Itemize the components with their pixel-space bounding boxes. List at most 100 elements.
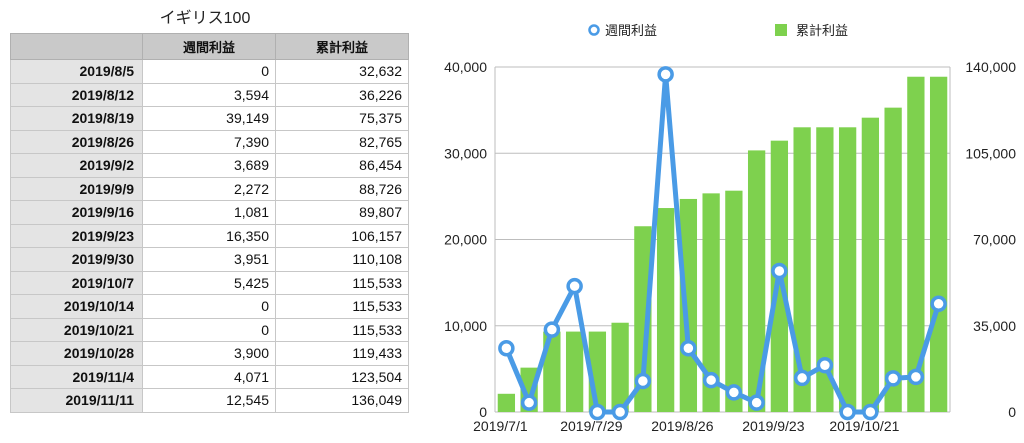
cumulative-bar: [861, 117, 880, 413]
row-date: 2019/10/28: [10, 341, 143, 366]
row-weekly-profit: 0: [142, 294, 276, 319]
cumulative-bar: [725, 190, 743, 412]
row-weekly-profit: 0: [142, 59, 276, 84]
row-cumulative-profit: 106,157: [275, 223, 409, 248]
header-date: [10, 33, 143, 60]
table-row: 2019/8/19 39,149 75,375: [10, 106, 409, 131]
weekly-point: [702, 371, 720, 389]
cumulative-bar: [611, 322, 629, 412]
row-cumulative-profit: 75,375: [275, 106, 409, 131]
row-weekly-profit: 4,071: [142, 364, 276, 389]
cumulative-bar: [907, 76, 925, 412]
row-cumulative-profit: 88,726: [275, 176, 409, 201]
row-date: 2019/8/5: [10, 59, 143, 84]
y-left-tick-label: 10,000: [444, 318, 487, 334]
y-right-tick-label: 70,000: [973, 232, 1016, 248]
cumulative-bar: [679, 198, 698, 412]
row-cumulative-profit: 115,533: [275, 294, 409, 319]
x-tick-label: 2019/9/23: [742, 418, 804, 434]
row-cumulative-profit: 89,807: [275, 200, 409, 225]
grid-lines: [494, 66, 951, 413]
row-date: 2019/10/21: [10, 317, 143, 342]
y-right-tick-label: 140,000: [965, 59, 1016, 75]
weekly-point: [589, 403, 606, 421]
y-left-tick-label: 20,000: [444, 232, 487, 248]
table-row: 2019/10/7 5,425 115,533: [10, 270, 409, 295]
y-right-tick-label: 105,000: [965, 145, 1016, 161]
cumulative-bar: [565, 331, 584, 412]
row-date: 2019/11/11: [10, 388, 143, 413]
table-row: 2019/11/4 4,071 123,504: [10, 364, 409, 389]
weekly-point: [862, 403, 879, 421]
table-row: 2019/10/14 0 115,533: [10, 294, 409, 319]
row-weekly-profit: 1,081: [142, 200, 276, 225]
weekly-point: [816, 356, 834, 374]
weekly-point: [839, 403, 856, 421]
weekly-point: [543, 321, 561, 338]
row-weekly-profit: 7,390: [142, 129, 276, 154]
legend-line-marker: [588, 24, 600, 36]
table-row: 2019/8/26 7,390 82,765: [10, 129, 409, 154]
legend-bar-swatch: [775, 24, 787, 36]
weekly-point: [680, 340, 697, 357]
row-weekly-profit: 3,689: [142, 153, 276, 178]
table-row: 2019/9/16 1,081 89,807: [10, 200, 409, 225]
row-weekly-profit: 5,425: [142, 270, 276, 295]
y-left-tick-label: 40,000: [444, 59, 487, 75]
legend-label-weekly: 週間利益: [605, 23, 657, 38]
row-weekly-profit: 3,951: [142, 247, 276, 272]
row-cumulative-profit: 32,632: [275, 59, 409, 84]
cumulative-bars: [497, 76, 948, 413]
row-weekly-profit: 2,272: [142, 176, 276, 201]
cumulative-bar: [634, 226, 652, 412]
cumulative-bar: [747, 150, 766, 413]
row-date: 2019/9/16: [10, 200, 143, 225]
weekly-point: [907, 368, 925, 386]
weekly-point: [657, 66, 674, 83]
weekly-point: [611, 403, 629, 421]
row-cumulative-profit: 119,433: [275, 341, 409, 366]
axes: 0 0 10,000 35,000 20,000 70,000 30,000 105,000 4…: [444, 59, 1016, 434]
row-date: 2019/9/2: [10, 153, 143, 178]
table-row: 2019/10/21 0 115,533: [10, 317, 409, 342]
row-weekly-profit: 16,350: [142, 223, 276, 248]
profit-table: 週間利益 累計利益 2019/8/5 0 32,632 2019/8/12 3,594 3…: [10, 33, 409, 413]
x-tick-label: 2019/7/1: [473, 418, 528, 434]
weekly-point: [725, 384, 743, 401]
weekly-point: [566, 277, 583, 295]
row-cumulative-profit: 36,226: [275, 82, 409, 107]
row-date: 2019/8/19: [10, 106, 143, 131]
row-cumulative-profit: 115,533: [275, 317, 409, 342]
weekly-point: [498, 340, 515, 357]
table-row: 2019/10/28 3,900 119,433: [10, 341, 409, 366]
table-row: 2019/11/11 12,545 136,049: [10, 388, 409, 413]
row-weekly-profit: 39,149: [142, 106, 276, 131]
row-cumulative-profit: 136,049: [275, 388, 409, 413]
row-weekly-profit: 3,900: [142, 341, 276, 366]
row-date: 2019/9/30: [10, 247, 143, 272]
table-title: イギリス100: [159, 10, 251, 27]
cumulative-bar: [793, 127, 811, 413]
x-tick-label: 2019/8/26: [651, 418, 713, 434]
table-body: 2019/8/5 0 32,632 2019/8/12 3,594 36,226 2019/…: [10, 59, 409, 413]
header-weekly-profit: 週間利益: [142, 33, 276, 60]
weekly-point: [771, 262, 788, 280]
table-row: 2019/9/2 3,689 86,454: [10, 153, 409, 178]
cumulative-bar: [929, 76, 948, 412]
table-row: 2019/9/30 3,951 110,108: [10, 247, 409, 272]
row-date: 2019/10/14: [10, 294, 143, 319]
row-date: 2019/9/23: [10, 223, 143, 248]
row-cumulative-profit: 110,108: [275, 247, 409, 272]
x-tick-label: 2019/7/29: [560, 418, 622, 434]
row-date: 2019/10/7: [10, 270, 143, 295]
row-weekly-profit: 12,545: [142, 388, 276, 413]
row-weekly-profit: 0: [142, 317, 276, 342]
row-date: 2019/11/4: [10, 364, 143, 389]
cumulative-bar: [497, 393, 516, 412]
profit-chart: 0 0 10,000 35,000 20,000 70,000 30,000 105,000 4…: [444, 23, 1016, 434]
x-tick-label: 2019/10/21: [829, 418, 899, 434]
row-date: 2019/8/26: [10, 129, 143, 154]
y-right-tick-label: 35,000: [973, 318, 1016, 334]
cumulative-bar: [838, 127, 857, 413]
cumulative-bar: [884, 107, 902, 413]
